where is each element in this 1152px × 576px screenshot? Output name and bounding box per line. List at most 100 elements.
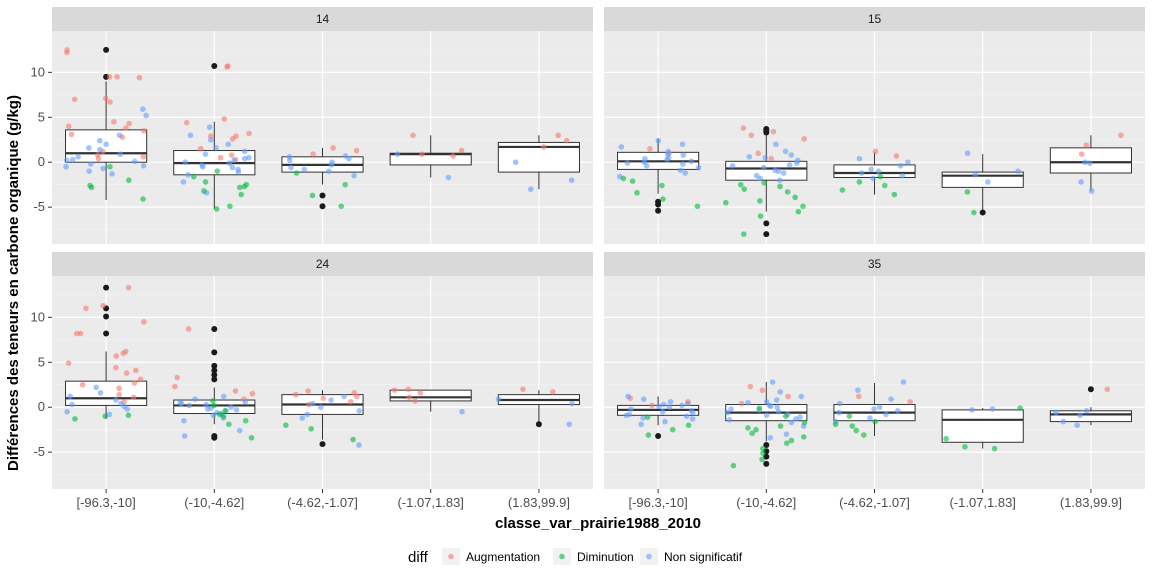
jitter-point [309, 192, 316, 199]
jitter-point [97, 137, 103, 144]
jitter-point [216, 411, 223, 418]
jitter-point [305, 388, 312, 394]
jitter-point [233, 407, 240, 413]
jitter-point [229, 164, 236, 171]
facet-strip [604, 252, 1145, 276]
jitter-point [181, 417, 187, 424]
facet-strip-label: 14 [316, 12, 330, 26]
jitter-point [107, 99, 113, 105]
jitter-point [877, 173, 884, 180]
facet-strip [52, 7, 593, 31]
jitter-point [795, 208, 802, 215]
facet-panel-24: 24 -5 0 5 10 [-96.3,-10] (-10,-4.62] (-4.62,-1.… [31, 252, 593, 510]
jitter-point [660, 401, 667, 408]
jitter-point [246, 130, 252, 137]
jitter-point [75, 154, 81, 160]
box-iqr [1049, 147, 1132, 174]
outlier-point [655, 432, 662, 439]
jitter-point [248, 434, 255, 441]
jitter-point [69, 401, 75, 408]
jitter-point [309, 400, 316, 407]
jitter-point [140, 154, 147, 160]
jitter-point [133, 367, 139, 374]
jitter-point [350, 436, 356, 443]
jitter-point [74, 330, 80, 337]
outlier-point [763, 129, 770, 136]
x-tick-label: (-4.62,-1.07] [839, 495, 910, 510]
box-2 [281, 390, 364, 440]
x-tick-label: (1.83,99.9] [1060, 495, 1122, 510]
facet-panel-35: 35 [-96.3,-10] (-10,-4.62] (-4.62,-1.07] (-1… [604, 252, 1145, 510]
jitter-point [728, 406, 734, 412]
jitter-point [242, 417, 249, 424]
jitter-point [788, 152, 795, 158]
jitter-point [964, 189, 971, 195]
jitter-point [801, 136, 807, 142]
jitter-point [328, 397, 334, 403]
jitter-point [140, 163, 147, 169]
jitter-point [222, 408, 228, 414]
jitter-point [876, 404, 883, 411]
jitter-point [221, 116, 228, 122]
jitter-point [225, 141, 232, 148]
jitter-point [767, 434, 774, 441]
facet-panel-14: 14 -5 0 5 10 [31, 7, 593, 244]
box-3 [389, 389, 472, 412]
jitter-point [788, 419, 795, 426]
jitter-point [738, 400, 745, 407]
jitter-point [688, 158, 695, 165]
jitter-point [895, 408, 901, 414]
jitter-point [776, 177, 783, 183]
facet-strip-label: 24 [316, 257, 330, 271]
jitter-point [759, 456, 765, 463]
jitter-point [86, 168, 92, 175]
jitter-point [211, 402, 217, 409]
jitter-point [786, 162, 793, 168]
jitter-point [301, 166, 308, 173]
jitter-point [141, 319, 147, 325]
outlier-point [211, 63, 218, 70]
jitter-point [137, 376, 144, 383]
jitter-point [320, 395, 327, 402]
outlier-point [211, 371, 218, 378]
jitter-point [210, 412, 217, 419]
jitter-point [1088, 188, 1095, 194]
jitter-point [348, 399, 354, 405]
jitter-point [63, 157, 70, 164]
jitter-point [68, 131, 75, 138]
jitter-point [624, 160, 631, 166]
jitter-point [757, 175, 763, 182]
jitter-point [872, 148, 879, 155]
jitter-point [241, 148, 248, 155]
box-0 [617, 138, 700, 194]
jitter-point [232, 388, 239, 394]
jitter-point [124, 406, 131, 412]
jitter-point [72, 416, 78, 422]
jitter-point [1017, 405, 1023, 411]
jitter-point [1082, 159, 1088, 166]
jitter-point [353, 393, 360, 400]
jitter-point [782, 148, 789, 155]
legend-entry: Diminution [553, 548, 634, 565]
outlier-point [319, 203, 326, 210]
jitter-point [102, 413, 109, 420]
jitter-point [783, 440, 790, 446]
jitter-point [769, 379, 776, 385]
jitter-point [777, 183, 783, 190]
facet-strip [52, 252, 593, 276]
box-3 [941, 154, 1024, 213]
jitter-point [174, 374, 180, 381]
jitter-point [763, 399, 770, 405]
jitter-point [784, 189, 791, 195]
jitter-point [730, 462, 737, 469]
jitter-point [768, 403, 774, 410]
box-4 [1049, 407, 1132, 426]
jitter-point [116, 385, 122, 392]
jitter-point [800, 203, 806, 210]
jitter-point [760, 450, 766, 456]
jitter-point [972, 171, 979, 178]
jitter-point [1078, 151, 1085, 157]
jitter-point [962, 443, 968, 450]
jitter-point [856, 155, 863, 162]
jitter-point [106, 411, 113, 418]
